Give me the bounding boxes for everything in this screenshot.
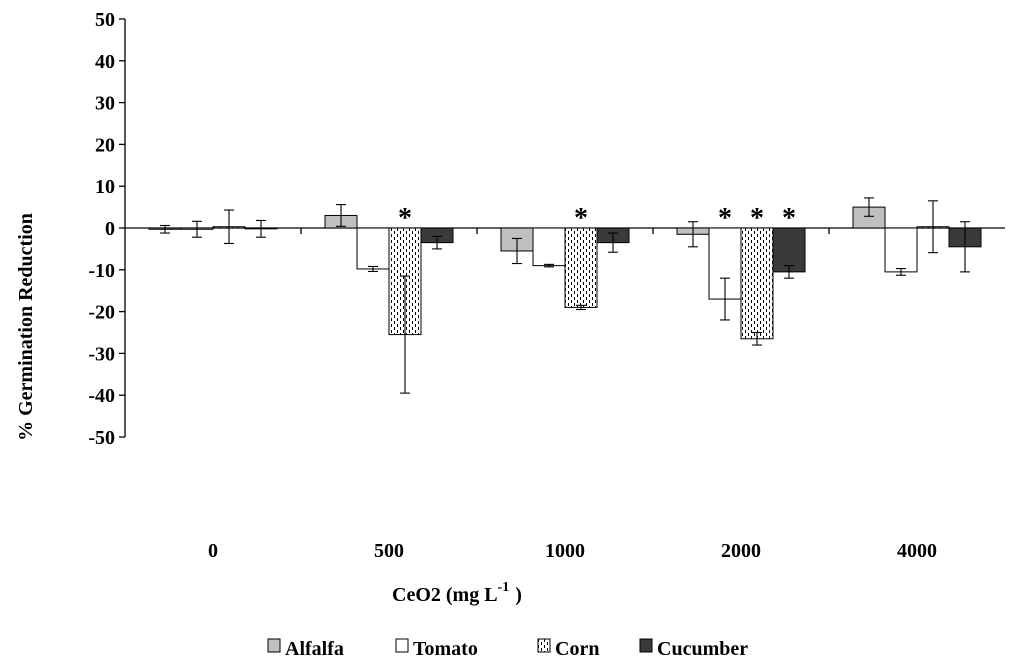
bar-corn-1000	[564, 227, 598, 308]
error-bar	[784, 265, 794, 279]
legend-label: Corn	[555, 638, 599, 660]
error-bar	[336, 204, 346, 227]
x-category-label: 1000	[545, 540, 585, 562]
y-tick-label: -10	[88, 260, 115, 282]
y-tick-label: 20	[95, 134, 115, 156]
error-bar	[896, 267, 906, 276]
error-bar	[192, 220, 202, 238]
x-axis-title-superscript: -1	[498, 580, 510, 595]
legend-swatch	[537, 638, 551, 653]
labels-layer: 50 40 30 20 10 0 -10 -20 -30 -40 -50 0 500 1000 2000 40…	[88, 9, 937, 562]
significance-marker: *	[398, 203, 412, 234]
legend-label: Tomato	[413, 638, 478, 660]
y-tick-label: 30	[95, 93, 115, 115]
bar-cucumber-2000	[772, 227, 806, 273]
error-bar	[576, 304, 586, 311]
error-bar	[960, 221, 970, 273]
x-axis-title-main: CeO2 (mg L	[392, 584, 498, 606]
y-tick-label: 0	[105, 218, 115, 240]
error-bar	[720, 277, 730, 321]
x-category-label: 2000	[721, 540, 761, 562]
legend-swatch	[395, 638, 409, 653]
bar-corn-2000	[740, 227, 774, 340]
error-bar	[224, 209, 234, 245]
error-bar	[928, 200, 938, 254]
y-tick-label: -30	[88, 343, 115, 365]
significance-marker: *	[750, 203, 764, 234]
y-tick-label: -50	[88, 427, 115, 449]
error-bar	[544, 263, 554, 268]
y-tick-label: 50	[95, 9, 115, 31]
error-bar	[256, 219, 266, 238]
error-bar	[688, 221, 698, 248]
error-bar	[400, 275, 410, 394]
legend-label: Alfalfa	[285, 638, 344, 660]
error-bars-layer	[160, 197, 970, 394]
significance-marker: *	[718, 203, 732, 234]
x-axis-title: CeO2 (mg L-1)	[392, 580, 522, 606]
y-tick-label: -20	[88, 302, 115, 324]
y-tick-label: 10	[95, 176, 115, 198]
x-category-label: 0	[208, 540, 218, 562]
y-tick-label: -40	[88, 385, 115, 407]
bar-tomato-1000	[532, 227, 566, 267]
error-bar	[752, 331, 762, 346]
bar-tomato-4000	[884, 227, 918, 273]
error-bar	[608, 232, 618, 253]
error-bar	[512, 237, 522, 265]
significance-markers-layer: * * * * *	[398, 203, 796, 234]
significance-marker: *	[782, 203, 796, 234]
bar-tomato-500	[356, 227, 390, 270]
x-axis-title-end: )	[515, 584, 522, 606]
legend-item-corn: Corn	[537, 638, 599, 660]
legend-item-alfalfa: Alfalfa	[267, 638, 344, 660]
error-bar	[160, 224, 170, 234]
bars-layer	[148, 206, 982, 340]
significance-marker: *	[574, 203, 588, 234]
error-bar	[864, 197, 874, 217]
legend-label: Cucumber	[657, 638, 748, 660]
x-category-label: 4000	[897, 540, 937, 562]
x-category-label: 500	[374, 540, 404, 562]
legend-item-tomato: Tomato	[395, 638, 478, 660]
legend-item-cucumber: Cucumber	[639, 638, 748, 660]
y-tick-label: 40	[95, 51, 115, 73]
legend: Alfalfa Tomato Corn Cucumber	[267, 638, 748, 660]
legend-swatch	[639, 638, 653, 653]
error-bar	[368, 265, 378, 273]
error-bar	[432, 235, 442, 250]
y-axis-title: % Germination Reduction	[15, 213, 37, 441]
legend-swatch	[267, 638, 281, 653]
